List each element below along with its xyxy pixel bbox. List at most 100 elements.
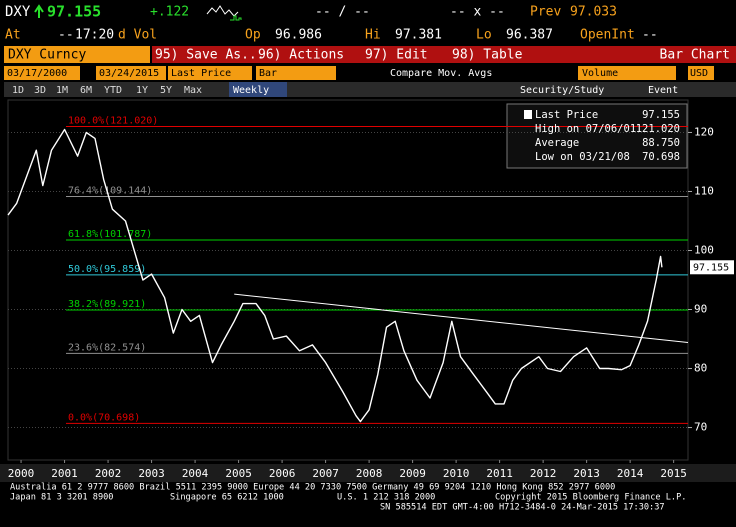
prev-value: 97.033 [570, 5, 617, 20]
end-date[interactable]: 03/24/2015 [99, 68, 159, 79]
x-tick-label: 2014 [617, 467, 644, 480]
view-name: Bar Chart [660, 48, 730, 63]
quote-label: Hi [365, 28, 381, 43]
x-tick-label: 2003 [138, 467, 165, 480]
legend-label: Average [535, 137, 579, 149]
study[interactable]: Security/Study [520, 85, 604, 96]
change: +.122 [150, 5, 189, 20]
field-select[interactable] [168, 66, 252, 80]
frequency[interactable]: Weekly [233, 85, 269, 96]
quote-label: OpenInt [580, 28, 635, 43]
trendline [234, 293, 689, 344]
lower-select[interactable] [578, 66, 676, 80]
compare[interactable]: Compare Mov. Avgs [390, 68, 492, 79]
date-field[interactable] [4, 66, 80, 80]
footer-line: Australia 61 2 9777 8600 Brazil 5511 239… [10, 483, 615, 493]
style-select[interactable] [256, 66, 336, 80]
x-tick-label: 2010 [443, 467, 470, 480]
x-axis-strip [0, 464, 736, 482]
price-line [7, 128, 663, 423]
period-button[interactable]: 3D [34, 85, 46, 96]
period-button[interactable]: 1Y [136, 85, 148, 96]
bid-ask: -- / -- [315, 5, 370, 20]
legend-value: 70.698 [642, 151, 680, 163]
x-tick-label: 2012 [530, 467, 557, 480]
currency[interactable]: USD [690, 68, 708, 79]
menu-button[interactable]: 95) Save As... [155, 48, 265, 63]
x-tick-label: 2002 [95, 467, 122, 480]
legend-swatch [524, 110, 532, 119]
fib-label: 61.8%(101.787) [68, 229, 152, 240]
y-tick-label: 80 [694, 362, 707, 375]
security[interactable]: DXY Curncy [8, 48, 86, 63]
style[interactable]: Bar [259, 68, 277, 79]
quote-label: d Vol [118, 28, 157, 43]
period-button[interactable]: 1M [56, 85, 68, 96]
sparkline-bars [230, 15, 242, 21]
footer-line: SN 585514 EDT GMT-4:00 H712-3484-0 24-Ma… [380, 503, 665, 513]
x-tick-label: 2005 [225, 467, 252, 480]
field[interactable]: Last Price [171, 68, 231, 79]
y-tick-label: 110 [694, 184, 714, 197]
period-button[interactable]: Max [184, 85, 202, 96]
period-button[interactable]: 5Y [160, 85, 172, 96]
start-date[interactable]: 03/17/2000 [7, 68, 67, 79]
legend-value: 121.020 [636, 123, 680, 135]
prev-label: Prev [530, 5, 561, 20]
legend-value: 97.155 [642, 109, 680, 121]
currency-select[interactable] [688, 66, 714, 80]
fib-label: 100.0%(121.020) [68, 115, 158, 126]
x-tick-label: 2007 [312, 467, 339, 480]
y-tick-label: 120 [694, 125, 714, 138]
x-tick-label: 2009 [399, 467, 426, 480]
security-field[interactable] [4, 46, 150, 63]
x-tick-label: 2006 [269, 467, 296, 480]
quote-value: 17:20 [75, 28, 114, 43]
quote-label: At [5, 28, 21, 43]
x-tick-label: 2000 [8, 467, 35, 480]
y-tick-label: 90 [694, 303, 707, 316]
quote-value: -- [642, 28, 658, 43]
x-tick-label: 2011 [486, 467, 513, 480]
quote-value: 96.387 [506, 28, 553, 43]
menu-button[interactable]: 98) Table [452, 48, 523, 63]
menu-button[interactable]: 96) Actions [258, 48, 344, 63]
footer-line: Japan 81 3 3201 8900 [10, 493, 113, 503]
period-button[interactable]: YTD [104, 85, 122, 96]
quote-value: 97.381 [395, 28, 442, 43]
footer-line: U.S. 1 212 318 2000 [337, 493, 435, 503]
quote-label: Lo [476, 28, 492, 43]
quote-value: 96.986 [275, 28, 322, 43]
lower[interactable]: Volume [582, 68, 618, 79]
quote-value: -- [58, 28, 74, 43]
fib-label: 23.6%(82.574) [68, 342, 146, 353]
legend-box [506, 103, 688, 169]
fib-label: 0.0%(70.698) [68, 412, 140, 423]
legend-label: Low on 03/21/08 [535, 151, 630, 163]
fib-label: 76.4%(109.144) [68, 186, 152, 197]
fib-label: 50.0%(95.859) [68, 264, 146, 275]
last-price: 97.155 [47, 3, 101, 21]
ticker: DXY [5, 4, 31, 20]
x-tick-label: 2015 [660, 467, 687, 480]
x-tick-label: 2001 [51, 467, 78, 480]
date-field[interactable] [96, 66, 166, 80]
period-button[interactable]: 1D [12, 85, 24, 96]
footer-line: Singapore 65 6212 1000 [170, 493, 284, 503]
period-button[interactable]: 6M [80, 85, 92, 96]
x-tick-label: 2004 [182, 467, 209, 480]
event[interactable]: Event [648, 85, 678, 96]
fib-label: 38.2%(89.921) [68, 299, 146, 310]
menu-button[interactable]: 97) Edit [365, 48, 428, 63]
last-price-tag [690, 260, 734, 275]
quote-label: Op [245, 28, 261, 43]
footer-line: Copyright 2015 Bloomberg Finance L.P. [495, 493, 686, 503]
menu-bar [152, 46, 736, 63]
x-tick-label: 2013 [573, 467, 600, 480]
frequency-button[interactable] [229, 82, 287, 97]
last-price-tag-label: 97.155 [693, 262, 729, 273]
x-tick-label: 2008 [356, 467, 383, 480]
up-arrow [34, 4, 44, 18]
period-bar [4, 82, 736, 97]
